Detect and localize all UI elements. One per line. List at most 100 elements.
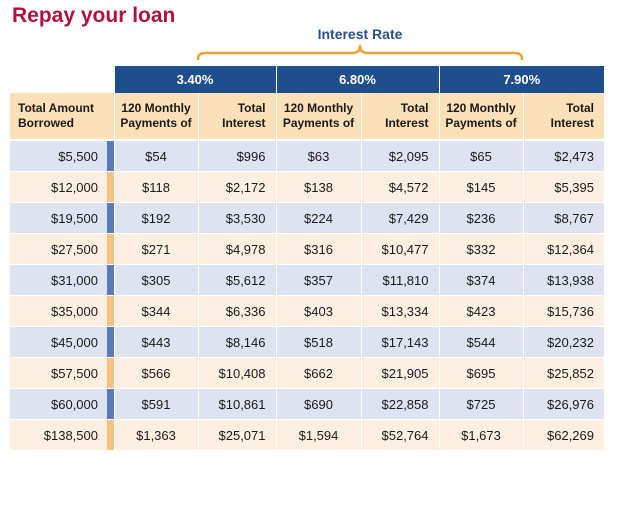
monthly-payment-cell: $236 — [438, 202, 523, 234]
amount-header: Total Amount Borrowed — [10, 93, 114, 141]
total-interest-cell: $4,978 — [197, 233, 276, 265]
page-title: Repay your loan — [12, 4, 176, 27]
column-header-row: Total Amount Borrowed 120 Monthly Paymen… — [10, 93, 604, 141]
total-interest-cell: $3,530 — [197, 202, 276, 234]
monthly-payment-cell: $145 — [438, 171, 523, 203]
amount-borrowed-cell: $57,500 — [10, 357, 107, 389]
interest-rate-header-row: 3.40% 6.80% 7.90% — [10, 66, 604, 93]
table-row: $35,000 $344 $6,336 $403 $13,334 $423 $15,736 — [10, 295, 604, 327]
monthly-payment-cell: $403 — [275, 295, 361, 327]
row-marker — [107, 388, 115, 420]
total-interest-cell: $996 — [197, 139, 276, 172]
total-interest-cell: $10,477 — [360, 233, 439, 265]
row-marker — [107, 357, 115, 389]
interest-rate-caption: Interest Rate — [317, 26, 403, 42]
total-interest-cell: $10,861 — [197, 388, 276, 420]
monthly-payment-cell: $192 — [113, 202, 198, 234]
monthly-payment-cell: $725 — [438, 388, 523, 420]
total-interest-cell: $6,336 — [197, 295, 276, 327]
total-interest-cell: $26,976 — [522, 388, 604, 420]
monthly-payment-cell: $271 — [113, 233, 198, 265]
monthly-payment-cell: $65 — [438, 139, 523, 172]
table-row: $138,500 $1,363 $25,071 $1,594 $52,764 $1,673… — [10, 419, 604, 450]
total-interest-cell: $52,764 — [360, 419, 439, 450]
monthly-payment-cell: $357 — [275, 264, 361, 296]
row-marker — [107, 139, 115, 172]
monthly-payment-cell: $1,363 — [113, 419, 198, 450]
total-interest-cell: $22,858 — [360, 388, 439, 420]
monthly-payment-cell: $344 — [113, 295, 198, 327]
rate-header-2: 6.80% — [275, 66, 439, 93]
monthly-payment-cell: $118 — [113, 171, 198, 203]
interest-rate-brace — [196, 44, 524, 61]
total-interest-cell: $2,095 — [360, 139, 439, 172]
total-interest-cell: $15,736 — [522, 295, 604, 327]
amount-borrowed-cell: $31,000 — [10, 264, 107, 296]
interest-header: Total Interest — [197, 93, 276, 141]
total-interest-cell: $25,071 — [197, 419, 276, 450]
table-row: $45,000 $443 $8,146 $518 $17,143 $544 $20,232 — [10, 326, 604, 358]
total-interest-cell: $20,232 — [522, 326, 604, 358]
total-interest-cell: $8,767 — [522, 202, 604, 234]
amount-borrowed-cell: $138,500 — [10, 419, 107, 450]
row-marker — [107, 419, 115, 450]
monthly-payment-cell: $662 — [275, 357, 361, 389]
monthly-payment-cell: $544 — [438, 326, 523, 358]
monthly-payment-cell: $695 — [438, 357, 523, 389]
amount-borrowed-cell: $27,500 — [10, 233, 107, 265]
row-marker — [107, 202, 115, 234]
total-interest-cell: $8,146 — [197, 326, 276, 358]
table-row: $31,000 $305 $5,612 $357 $11,810 $374 $13,938 — [10, 264, 604, 296]
amount-borrowed-cell: $12,000 — [10, 171, 107, 203]
amount-borrowed-cell: $45,000 — [10, 326, 107, 358]
total-interest-cell: $25,852 — [522, 357, 604, 389]
loan-table-body: $5,500 $54 $996 $63 $2,095 $65 $2,473 $12,000 $1… — [10, 139, 604, 450]
monthly-payment-cell: $1,594 — [275, 419, 361, 450]
total-interest-cell: $5,395 — [522, 171, 604, 203]
monthly-payment-cell: $1,673 — [438, 419, 523, 450]
row-marker — [107, 233, 115, 265]
total-interest-cell: $21,905 — [360, 357, 439, 389]
rate-header-1: 3.40% — [113, 66, 276, 93]
amount-borrowed-cell: $5,500 — [10, 139, 107, 172]
total-interest-cell: $10,408 — [197, 357, 276, 389]
total-interest-cell: $11,810 — [360, 264, 439, 296]
total-interest-cell: $5,612 — [197, 264, 276, 296]
monthly-payment-cell: $423 — [438, 295, 523, 327]
monthly-payment-cell: $54 — [113, 139, 198, 172]
amount-borrowed-cell: $19,500 — [10, 202, 107, 234]
row-marker — [107, 295, 115, 327]
table-row: $57,500 $566 $10,408 $662 $21,905 $695 $25,852 — [10, 357, 604, 389]
payments-header: 120 Monthly Payments of — [275, 93, 361, 141]
total-interest-cell: $62,269 — [522, 419, 604, 450]
monthly-payment-cell: $690 — [275, 388, 361, 420]
monthly-payment-cell: $138 — [275, 171, 361, 203]
total-interest-cell: $13,938 — [522, 264, 604, 296]
rate-header-blank — [10, 66, 114, 93]
row-marker — [107, 171, 115, 203]
total-interest-cell: $2,473 — [522, 139, 604, 172]
total-interest-cell: $12,364 — [522, 233, 604, 265]
table-row: $60,000 $591 $10,861 $690 $22,858 $725 $26,976 — [10, 388, 604, 420]
row-marker — [107, 264, 115, 296]
table-row: $12,000 $118 $2,172 $138 $4,572 $145 $5,395 — [10, 171, 604, 203]
interest-header: Total Interest — [360, 93, 439, 141]
table-row: $19,500 $192 $3,530 $224 $7,429 $236 $8,767 — [10, 202, 604, 234]
table-row: $5,500 $54 $996 $63 $2,095 $65 $2,473 — [10, 139, 604, 172]
row-marker — [107, 326, 115, 358]
total-interest-cell: $13,334 — [360, 295, 439, 327]
monthly-payment-cell: $305 — [113, 264, 198, 296]
payments-header: 120 Monthly Payments of — [113, 93, 198, 141]
monthly-payment-cell: $374 — [438, 264, 523, 296]
monthly-payment-cell: $224 — [275, 202, 361, 234]
interest-header: Total Interest — [522, 93, 604, 141]
monthly-payment-cell: $591 — [113, 388, 198, 420]
monthly-payment-cell: $443 — [113, 326, 198, 358]
amount-borrowed-cell: $60,000 — [10, 388, 107, 420]
total-interest-cell: $17,143 — [360, 326, 439, 358]
rate-header-3: 7.90% — [438, 66, 604, 93]
total-interest-cell: $7,429 — [360, 202, 439, 234]
table-row: $27,500 $271 $4,978 $316 $10,477 $332 $12,364 — [10, 233, 604, 265]
monthly-payment-cell: $63 — [275, 139, 361, 172]
monthly-payment-cell: $518 — [275, 326, 361, 358]
